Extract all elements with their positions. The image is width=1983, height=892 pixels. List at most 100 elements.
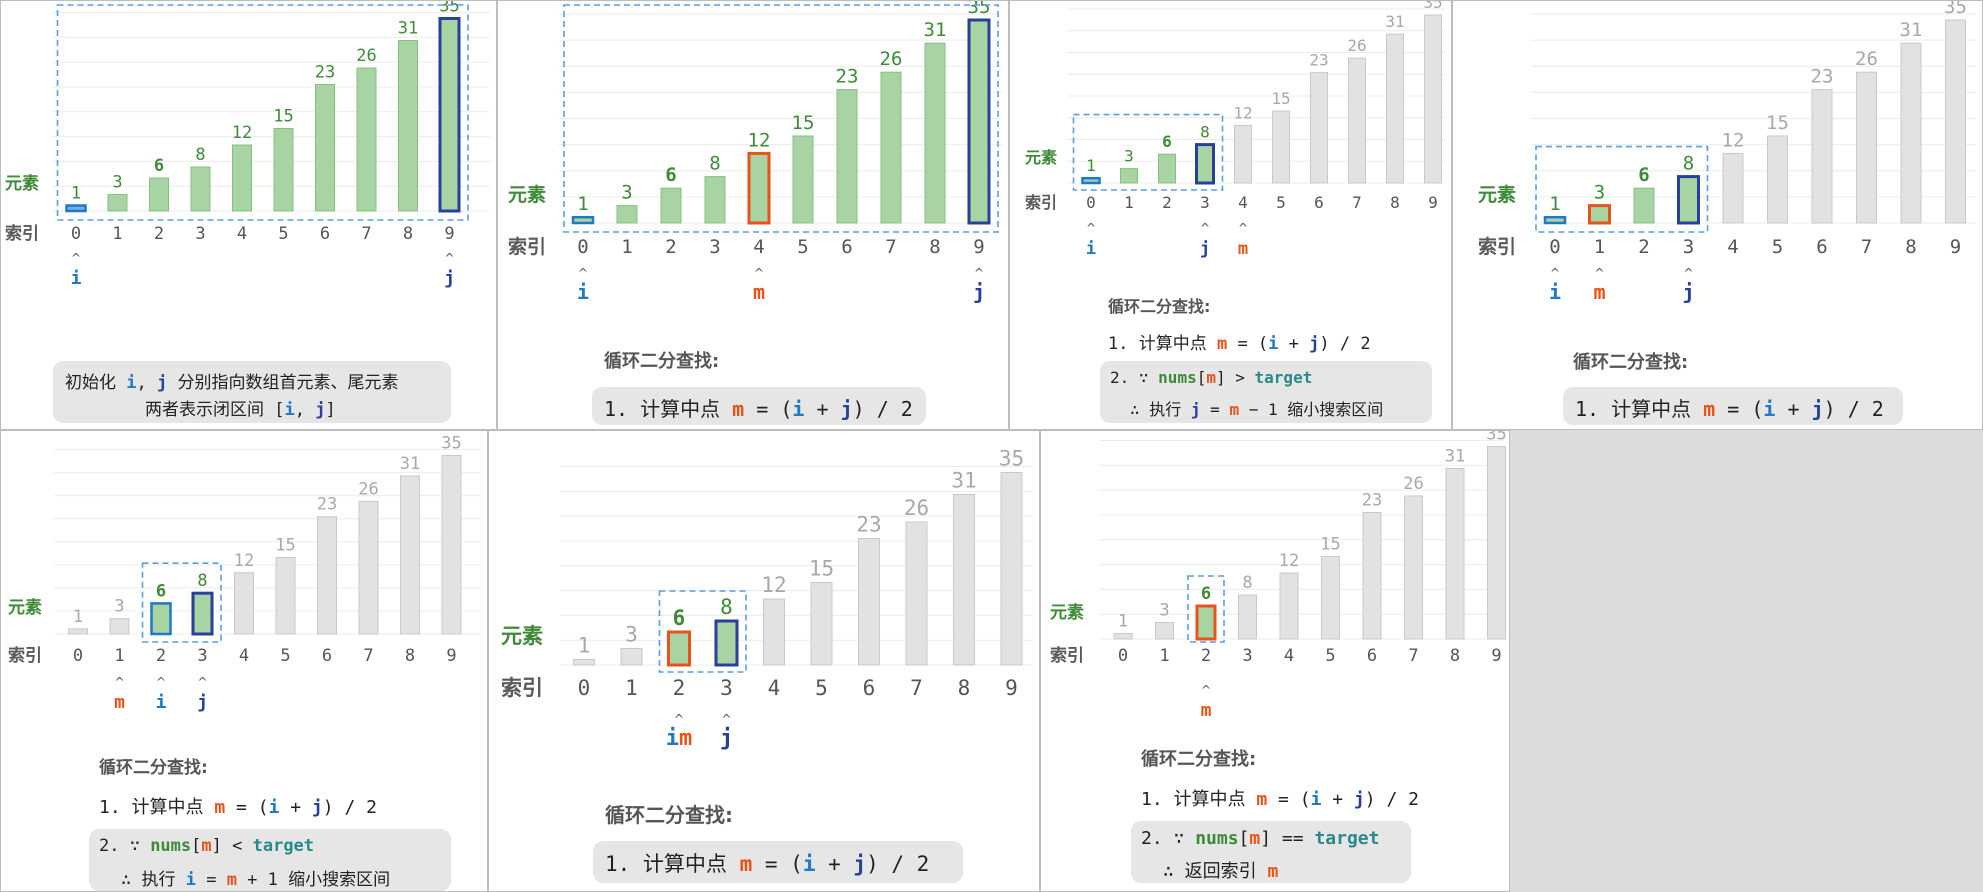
active-range-bracket	[1535, 145, 1709, 233]
step-panel-3: 元素 索引 1 0 3 1 6 2 8 3 12 4 15 5 23 6 26 7 31 8 35 9 ^ i ^ j ^ m 循环二…	[1009, 0, 1452, 430]
step-title: 循环二分查找:	[1108, 297, 1211, 316]
active-range-bracket	[56, 4, 469, 221]
bar	[704, 176, 726, 224]
step-title: 循环二分查找:	[99, 758, 208, 778]
bar-value-label: 31	[951, 469, 976, 493]
bar	[967, 18, 991, 225]
var-j: j	[1190, 400, 1201, 419]
bar	[1310, 72, 1328, 184]
step-text: [	[1196, 368, 1207, 387]
bar	[1348, 57, 1366, 184]
bar	[68, 628, 88, 635]
var-m: m	[1206, 368, 1216, 387]
bar	[109, 618, 130, 635]
bar	[358, 500, 379, 635]
index-tick-label: 0	[71, 224, 81, 244]
index-tick-label: 1	[1159, 646, 1169, 666]
bar	[400, 475, 420, 635]
step-text: ) / 2	[1364, 789, 1419, 810]
bar-value-label: 15	[273, 107, 293, 127]
bar-value-label: 26	[1403, 474, 1423, 494]
var-target: target	[252, 836, 315, 856]
step-text: + 1 缩小搜索区间	[236, 870, 391, 890]
bar	[275, 557, 296, 635]
index-tick-label: 0	[1086, 193, 1096, 212]
element-axis-label: 元素	[501, 624, 543, 648]
bar	[150, 602, 172, 636]
var-j: j	[156, 373, 168, 393]
bar	[315, 84, 335, 212]
bar-value-label: 3	[112, 173, 122, 193]
element-axis-label: 元素	[1025, 148, 1057, 167]
index-tick-label: 3	[197, 646, 207, 666]
bar-value-label: 15	[809, 557, 834, 581]
step-line-1: 1. 计算中点 m = (i + j) / 2	[99, 793, 377, 819]
pointer-arrow-icon: ^	[1201, 683, 1211, 697]
bar	[1424, 14, 1442, 184]
var-m: m	[739, 852, 753, 876]
step-line-1: 1. 计算中点 m = (i + j) / 2	[1141, 785, 1419, 811]
bar-value-label: 6	[665, 164, 676, 186]
bar-value-label: 3	[114, 597, 124, 617]
step-box-2: 2. ∵ nums[m] < target ∴ 执行 i = m + 1 缩小搜…	[89, 829, 451, 891]
bar-value-label: 23	[1309, 51, 1328, 70]
pointer-label: m	[1238, 239, 1248, 259]
index-tick-label: 5	[1276, 193, 1286, 212]
bar-value-label: 6	[1638, 164, 1649, 186]
index-tick-label: 8	[405, 646, 415, 666]
step-panel-1: 元素 索引 1 0 3 1 6 2 8 3 12 4 15 5 23 6 26 7 31 8 35 9 ^ i ^ j 初始化 i…	[0, 0, 497, 430]
bar-value-label: 26	[1347, 36, 1366, 55]
index-axis-label: 索引	[1478, 235, 1516, 258]
pointer-label: j	[444, 268, 455, 289]
pointer-arrow-icon: ^	[1238, 221, 1248, 235]
bar	[858, 538, 880, 666]
bar	[1113, 633, 1133, 640]
bar-value-label: 23	[836, 66, 859, 88]
var-i: i	[185, 870, 196, 890]
bar	[441, 455, 462, 635]
step-text: +	[804, 397, 841, 421]
bar-value-label: 6	[673, 606, 686, 630]
var-i: i	[792, 397, 805, 421]
step-panel-5: 元素 索引 1 0 3 1 6 2 8 3 12 4 15 5 23 6 26 7 31 8 35 9 ^ m ^ i ^ j 循环二…	[0, 430, 488, 892]
bar-value-label: 23	[856, 513, 881, 537]
var-m: m	[214, 797, 226, 818]
bar-value-label: 6	[154, 156, 164, 176]
bar	[1362, 512, 1382, 640]
bar	[1945, 19, 1966, 224]
pointer-arrow-icon: ^	[721, 712, 731, 726]
bar	[660, 187, 682, 224]
bar-value-label: 35	[439, 1, 459, 17]
bar-value-label: 1	[1086, 156, 1096, 175]
bar	[438, 17, 461, 213]
bar	[190, 166, 211, 212]
var-i: i	[268, 797, 280, 818]
index-tick-label: 3	[709, 236, 720, 258]
step-text: >	[1225, 368, 1255, 387]
bar	[880, 71, 902, 224]
var-m: m	[1229, 400, 1240, 419]
step-text: +	[815, 852, 854, 876]
index-axis-label: 索引	[501, 676, 543, 700]
var-j: j	[311, 797, 323, 818]
pointer-label: i	[577, 280, 589, 304]
bar-value-label: 6	[1201, 584, 1211, 604]
index-axis-label: 索引	[508, 235, 546, 258]
index-tick-label: 8	[403, 224, 413, 244]
active-range-bracket	[1072, 113, 1224, 191]
active-range-bracket	[1187, 575, 1225, 643]
index-tick-label: 0	[1549, 236, 1560, 258]
bar-value-label: 31	[1900, 19, 1923, 41]
index-tick-label: 5	[815, 676, 828, 700]
bar-value-label: 6	[156, 581, 166, 601]
index-tick-label: 8	[929, 236, 940, 258]
var-i: i	[802, 852, 816, 876]
active-range-bracket	[141, 562, 222, 643]
bar-value-label: 12	[761, 573, 786, 597]
step-text: 2. ∵	[99, 836, 151, 856]
step-text: +	[1321, 789, 1354, 810]
bar-value-label: 12	[1722, 129, 1745, 151]
bar-value-label: 1	[1118, 612, 1128, 632]
bar	[747, 151, 771, 225]
pointer-arrow-icon: ^	[156, 675, 166, 689]
